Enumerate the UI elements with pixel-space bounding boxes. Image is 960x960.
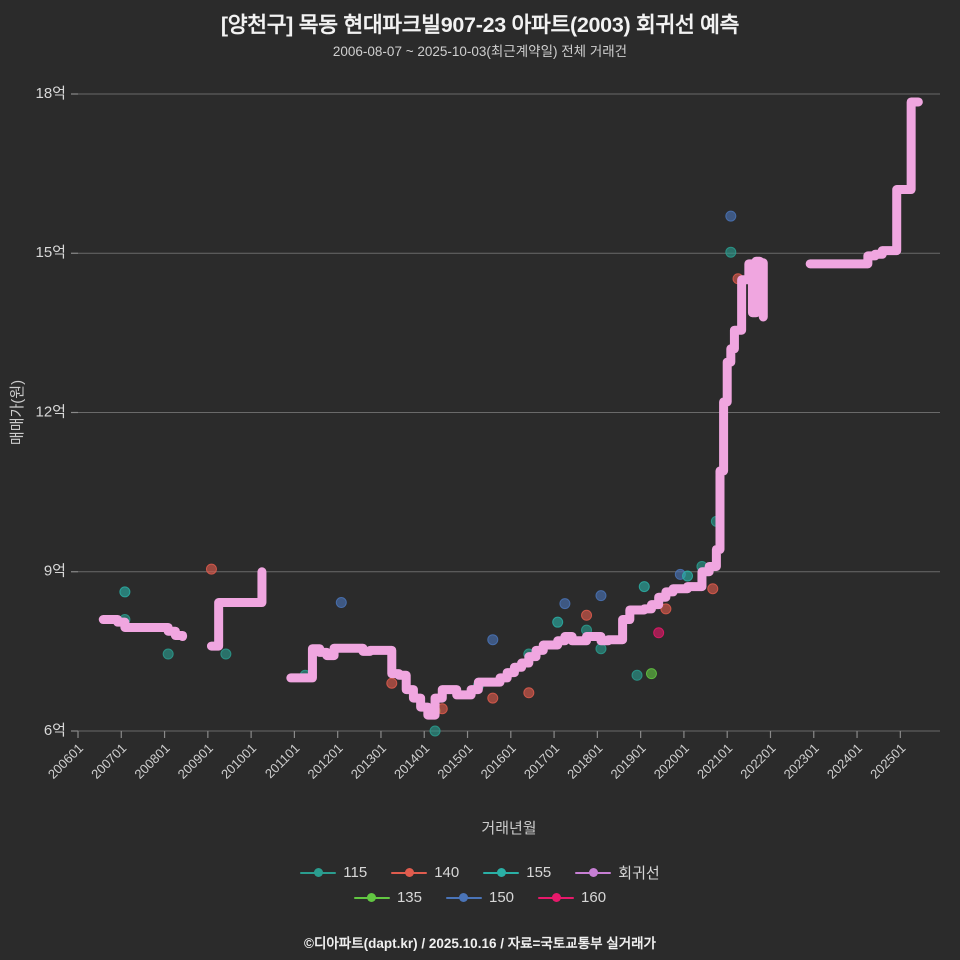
legend-dot-swatch xyxy=(404,868,414,877)
legend-marker-icon xyxy=(575,866,612,880)
legend-marker-icon xyxy=(483,866,520,880)
scatter-series-155 xyxy=(119,570,694,628)
legend-label: 135 xyxy=(396,889,422,906)
x-tick-label: 201301 xyxy=(348,741,389,782)
legend-item-140[interactable]: 140 xyxy=(391,864,459,881)
legend-label: 140 xyxy=(434,864,460,881)
chart-legend: 115 140 155 회귀선 135 150 160 xyxy=(0,862,960,906)
x-tick-label: 201701 xyxy=(521,741,562,782)
y-tick-label: 18억 xyxy=(36,85,67,102)
scatter-series-140 xyxy=(205,273,744,715)
scatter-point xyxy=(559,598,571,610)
page-subtitle: 2006-08-07 ~ 2025-10-03(최근계약일) 전체 거래건 xyxy=(332,44,628,59)
page-title: [양천구] 목동 현대파크빌907-23 아파트(2003) 회귀선 예측 xyxy=(220,13,740,37)
x-tick-label: 201601 xyxy=(478,741,519,782)
legend-item-115[interactable]: 115 xyxy=(300,864,367,881)
legend-item-155[interactable]: 155 xyxy=(483,864,551,881)
legend-item-160[interactable]: 160 xyxy=(538,889,606,906)
scatter-point xyxy=(725,210,737,222)
legend-row: 135 150 160 xyxy=(342,889,618,906)
scatter-point xyxy=(707,583,719,595)
scatter-point xyxy=(682,570,694,582)
scatter-point xyxy=(205,563,217,575)
x-tick-label: 202201 xyxy=(737,741,778,782)
legend-dot-swatch xyxy=(459,893,469,902)
y-tick-label: 9억 xyxy=(44,563,66,580)
scatter-series-160 xyxy=(653,627,665,639)
scatter-point xyxy=(552,616,564,628)
scatter-point xyxy=(429,725,441,737)
y-tick-label: 15억 xyxy=(36,244,67,261)
scatter-point xyxy=(638,581,650,593)
scatter-point xyxy=(220,648,232,660)
regression-line-series xyxy=(98,97,923,720)
legend-marker-icon xyxy=(445,891,482,905)
scatter-point xyxy=(487,634,499,646)
x-tick-label: 202401 xyxy=(824,741,865,782)
regression-line-segment xyxy=(805,97,923,269)
legend-label: 150 xyxy=(488,889,515,906)
legend-item-회귀선[interactable]: 회귀선 xyxy=(575,862,660,883)
legend-item-135[interactable]: 135 xyxy=(353,889,422,906)
x-tick-label: 201801 xyxy=(564,741,605,782)
regression-line-segment xyxy=(286,256,768,720)
x-tick-label: 200801 xyxy=(131,741,172,782)
x-tick-label: 200701 xyxy=(88,741,129,782)
scatter-point xyxy=(653,627,665,639)
legend-dot-swatch xyxy=(588,868,598,877)
x-tick-label: 201001 xyxy=(218,741,259,782)
x-tick-label: 201901 xyxy=(607,741,648,782)
legend-row: 115 140 155 회귀선 xyxy=(288,862,671,883)
x-tick-label: 200601 xyxy=(45,741,86,782)
scatter-point xyxy=(725,246,737,258)
legend-marker-icon xyxy=(391,866,428,880)
x-tick-label: 201501 xyxy=(434,741,475,782)
legend-dot-swatch xyxy=(367,893,377,902)
scatter-point xyxy=(119,586,131,598)
regression-line-segment xyxy=(206,567,267,651)
legend-label: 155 xyxy=(526,864,552,881)
x-tick-label: 202101 xyxy=(694,741,735,782)
legend-marker-icon xyxy=(538,891,575,905)
scatter-series-150 xyxy=(335,210,737,646)
x-tick-label: 201201 xyxy=(305,741,346,782)
legend-label: 160 xyxy=(581,889,607,906)
legend-label: 회귀선 xyxy=(618,865,660,882)
y-tick-label: 12억 xyxy=(36,403,67,420)
x-tick-label: 202001 xyxy=(651,741,692,782)
legend-label: 115 xyxy=(343,864,368,881)
x-tick-label: 202501 xyxy=(867,741,908,782)
scatter-point xyxy=(162,648,174,660)
legend-item-150[interactable]: 150 xyxy=(445,889,515,906)
scatter-point xyxy=(660,603,672,615)
scatter-point xyxy=(386,677,398,689)
legend-dot-swatch xyxy=(313,868,323,877)
scatter-series-115 xyxy=(119,246,737,737)
y-axis-title: 매매가(원) xyxy=(9,380,26,445)
x-tick-label: 202301 xyxy=(781,741,822,782)
x-tick-label: 201101 xyxy=(262,741,303,782)
x-tick-label: 201401 xyxy=(391,741,432,782)
scatter-point xyxy=(631,669,643,681)
y-tick-label: 6억 xyxy=(44,722,66,739)
legend-dot-swatch xyxy=(551,893,561,902)
scatter-point xyxy=(581,609,593,621)
scatter-point xyxy=(335,597,347,609)
scatter-point xyxy=(595,590,607,602)
legend-marker-icon xyxy=(300,866,337,880)
legend-marker-icon xyxy=(353,891,390,905)
footer-attribution: ©디아파트(dapt.kr) / 2025.10.16 / 자료=국토교통부 실… xyxy=(304,936,656,951)
scatter-point xyxy=(487,692,499,704)
scatter-point xyxy=(523,687,535,699)
scatter-point xyxy=(645,668,657,680)
regression-line-segment xyxy=(98,615,188,642)
x-tick-label: 200901 xyxy=(175,741,216,782)
legend-dot-swatch xyxy=(496,868,506,877)
x-axis-title: 거래년월 xyxy=(481,820,536,837)
